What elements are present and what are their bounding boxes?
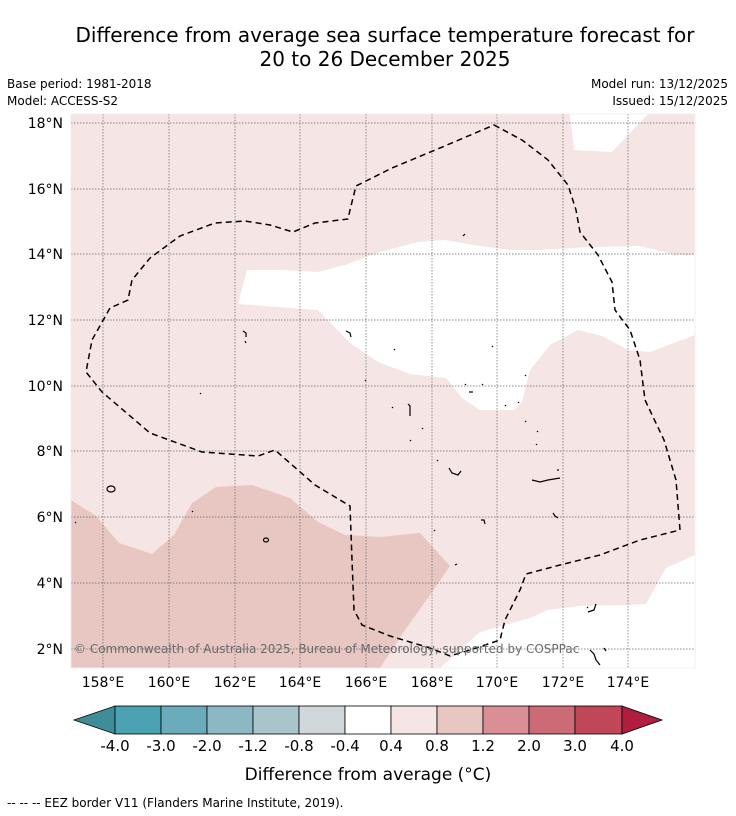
colorbar-tick: -3.0 — [146, 737, 175, 755]
colorbar-tick: 0.4 — [379, 737, 403, 755]
colorbar-tick: 1.2 — [471, 737, 495, 755]
colorbar-tick: -0.8 — [284, 737, 313, 755]
colorbar — [72, 705, 664, 735]
map-area: © Commonwealth of Australia 2025, Bureau… — [71, 114, 695, 668]
colorbar-bin-5 — [298, 705, 346, 735]
copyright-notice: © Commonwealth of Australia 2025, Bureau… — [74, 642, 579, 656]
lat-label-18n: 18°N — [28, 116, 63, 132]
colorbar-bin-1 — [114, 705, 162, 735]
colorbar-tick: 0.8 — [425, 737, 449, 755]
lon-label-174e: 174°E — [607, 675, 650, 691]
longitude-labels: 158°E 160°E 162°E 164°E 166°E 168°E 170°… — [82, 675, 650, 691]
model-run: Model run: 13/12/2025 — [590, 77, 728, 91]
issued-date: Issued: 15/12/2025 — [612, 94, 728, 108]
title-line-1: Difference from average sea surface temp… — [75, 23, 695, 47]
eez-border — [85, 124, 681, 657]
colorbar-label: Difference from average (°C) — [245, 765, 492, 785]
lat-label-16n: 16°N — [28, 182, 63, 198]
title-line-2: 20 to 26 December 2025 — [259, 47, 511, 71]
colorbar-over-extension — [621, 705, 664, 735]
model-name: Model: ACCESS-S2 — [7, 94, 119, 108]
lon-label-162e: 162°E — [214, 675, 257, 691]
colorbar-tick: -0.4 — [330, 737, 359, 755]
colorbar-ticks: -4.0 -3.0 -2.0 -1.2 -0.8 -0.4 0.4 0.8 1.… — [100, 737, 634, 755]
colorbar-bin-4 — [252, 705, 300, 735]
warm-anomaly-region-southwest — [71, 485, 450, 668]
lat-label-14n: 14°N — [28, 247, 63, 263]
colorbar-bin-9 — [482, 705, 530, 735]
lat-label-6n: 6°N — [37, 510, 63, 526]
colorbar-tick: 2.0 — [517, 737, 541, 755]
colorbar-tick: -1.2 — [238, 737, 267, 755]
colorbar-tick: 4.0 — [610, 737, 634, 755]
base-period: Base period: 1981-2018 — [7, 77, 152, 91]
latitude-labels: 2°N 4°N 6°N 8°N 10°N 12°N 14°N 16°N 18°N — [28, 116, 63, 658]
neutral-anomaly-region-north — [238, 114, 695, 410]
island-coastlines — [74, 233, 607, 666]
lat-label-2n: 2°N — [37, 642, 63, 658]
lon-label-172e: 172°E — [542, 675, 585, 691]
colorbar-bin-11 — [574, 705, 623, 735]
colorbar-bin-2 — [160, 705, 208, 735]
lon-label-158e: 158°E — [82, 675, 125, 691]
colorbar-tick: -2.0 — [192, 737, 221, 755]
colorbar-bin-8 — [436, 705, 484, 735]
lon-label-164e: 164°E — [279, 675, 322, 691]
colorbar-tick: 3.0 — [563, 737, 587, 755]
colorbar-under-extension — [72, 705, 116, 735]
map-frame — [70, 113, 696, 669]
lon-label-160e: 160°E — [148, 675, 191, 691]
colorbar-bin-7 — [390, 705, 438, 735]
colorbar-tick: -4.0 — [100, 737, 129, 755]
lon-label-168e: 168°E — [411, 675, 454, 691]
lon-label-170e: 170°E — [476, 675, 519, 691]
lat-label-12n: 12°N — [28, 313, 63, 329]
lat-label-4n: 4°N — [37, 576, 63, 592]
colorbar-bin-6 — [344, 705, 392, 735]
colorbar-bin-10 — [528, 705, 576, 735]
lat-label-8n: 8°N — [37, 444, 63, 460]
neutral-anomaly-region-southeast — [440, 555, 695, 668]
colorbar-bin-3 — [206, 705, 254, 735]
graticule — [71, 114, 695, 668]
lon-label-166e: 166°E — [345, 675, 388, 691]
eez-legend-note: -- -- -- EEZ border V11 (Flanders Marine… — [7, 796, 344, 810]
lat-label-10n: 10°N — [28, 379, 63, 395]
